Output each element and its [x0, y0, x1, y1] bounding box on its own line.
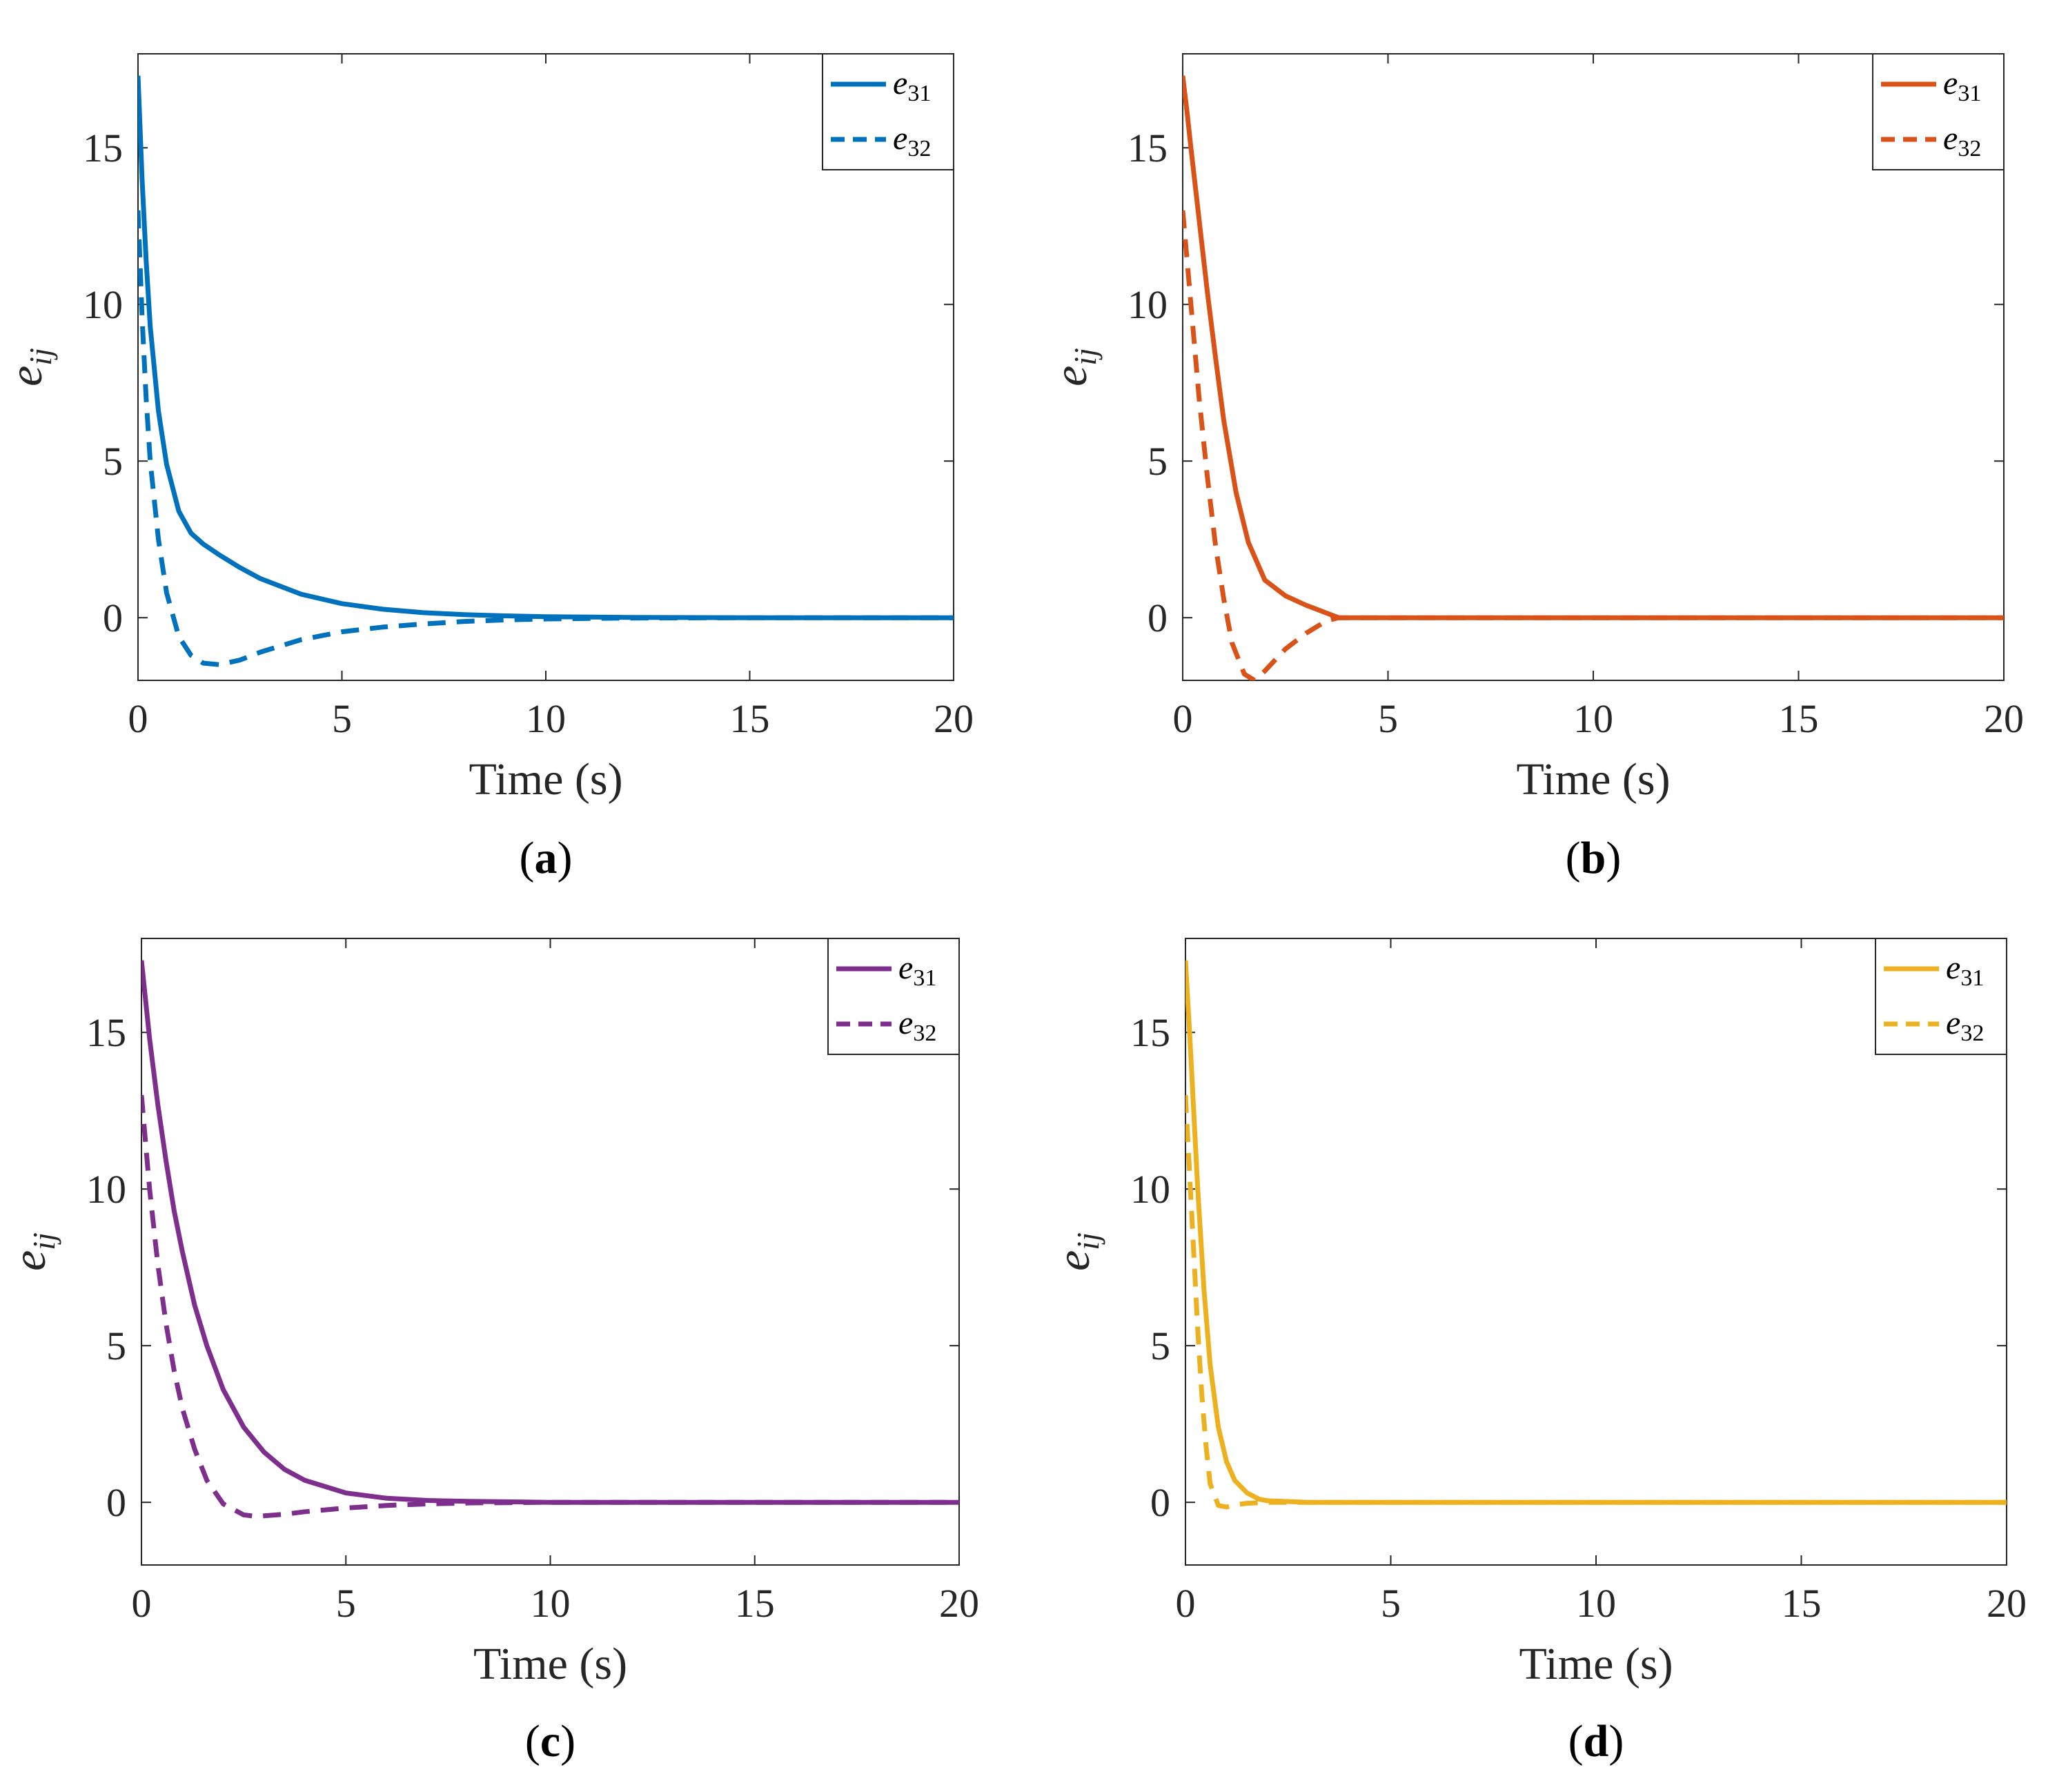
x-axis-label: Time (s) — [1519, 1639, 1673, 1689]
y-tick-label: 5 — [1150, 1323, 1170, 1368]
x-tick-label: 0 — [128, 696, 148, 741]
x-axis-label: Time (s) — [1516, 754, 1670, 805]
x-tick-label: 0 — [1176, 1581, 1196, 1626]
x-tick-label: 10 — [526, 696, 566, 741]
legend-label-e32: e32 — [1943, 120, 1981, 161]
legend-box — [1875, 938, 2007, 1055]
panel-caption: (d) — [1568, 1716, 1624, 1766]
y-tick-label: 10 — [1128, 282, 1168, 327]
x-tick-label: 20 — [934, 696, 974, 741]
y-tick-label: 0 — [1150, 1480, 1170, 1525]
series-line-e31 — [138, 75, 954, 620]
plot-area — [1185, 938, 2007, 1566]
y-tick-label: 0 — [1148, 595, 1168, 640]
legend-label-e32: e32 — [1946, 1005, 1984, 1046]
x-tick-label: 5 — [1378, 696, 1398, 741]
legend-box — [827, 938, 960, 1055]
legend-label-e32: e32 — [898, 1005, 936, 1046]
x-tick-label: 15 — [1782, 1581, 1822, 1626]
y-tick-label: 5 — [1148, 439, 1168, 484]
legend-label-e31: e31 — [898, 949, 936, 991]
legend-box — [822, 53, 954, 170]
x-tick-label: 20 — [939, 1581, 979, 1626]
x-tick-label: 15 — [735, 1581, 775, 1626]
y-tick-label: 10 — [1130, 1167, 1170, 1212]
x-tick-label: 15 — [730, 696, 770, 741]
x-tick-label: 0 — [1173, 696, 1193, 741]
series-line-e32 — [1185, 1094, 2007, 1510]
y-tick-label: 0 — [106, 1480, 126, 1525]
legend-label-e31: e31 — [1943, 65, 1981, 106]
x-tick-label: 10 — [1576, 1581, 1616, 1626]
x-tick-label: 5 — [1381, 1581, 1401, 1626]
y-tick-label: 5 — [103, 439, 123, 484]
x-axis-label: Time (s) — [473, 1639, 627, 1689]
y-tick-label: 15 — [86, 1010, 126, 1055]
legend-label-e32: e32 — [893, 120, 931, 161]
y-axis-label: eij — [1047, 1232, 1105, 1271]
y-tick-label: 15 — [1128, 126, 1168, 170]
panel-caption: (c) — [525, 1716, 575, 1766]
y-axis-label: eij — [1044, 348, 1103, 386]
series-line-e31 — [141, 960, 959, 1505]
x-tick-label: 5 — [336, 1581, 356, 1626]
y-tick-label: 0 — [103, 595, 123, 640]
y-axis-label: eij — [0, 348, 58, 386]
x-axis-label: Time (s) — [469, 754, 622, 805]
y-tick-label: 10 — [83, 282, 123, 327]
x-tick-label: 15 — [1779, 696, 1819, 741]
x-tick-label: 20 — [1984, 696, 2024, 741]
x-tick-label: 0 — [132, 1581, 152, 1626]
x-tick-label: 20 — [1987, 1581, 2027, 1626]
legend-box — [1872, 53, 2005, 170]
panel-caption: (a) — [520, 833, 573, 883]
plot-area — [137, 53, 954, 681]
y-tick-label: 15 — [83, 126, 123, 170]
x-tick-label: 5 — [332, 696, 352, 741]
legend-label-e31: e31 — [893, 65, 931, 106]
panel-caption: (b) — [1566, 833, 1622, 883]
y-axis-label: eij — [3, 1232, 61, 1271]
plot-area — [1182, 53, 2005, 681]
series-line-e31 — [1183, 75, 2004, 620]
y-tick-label: 10 — [86, 1167, 126, 1212]
series-line-e32 — [138, 210, 954, 667]
series-line-e32 — [141, 1094, 959, 1519]
x-tick-label: 10 — [1573, 696, 1613, 741]
y-tick-label: 15 — [1130, 1010, 1170, 1055]
x-tick-label: 10 — [531, 1581, 571, 1626]
legend-label-e31: e31 — [1946, 949, 1984, 991]
y-tick-label: 5 — [106, 1323, 126, 1368]
